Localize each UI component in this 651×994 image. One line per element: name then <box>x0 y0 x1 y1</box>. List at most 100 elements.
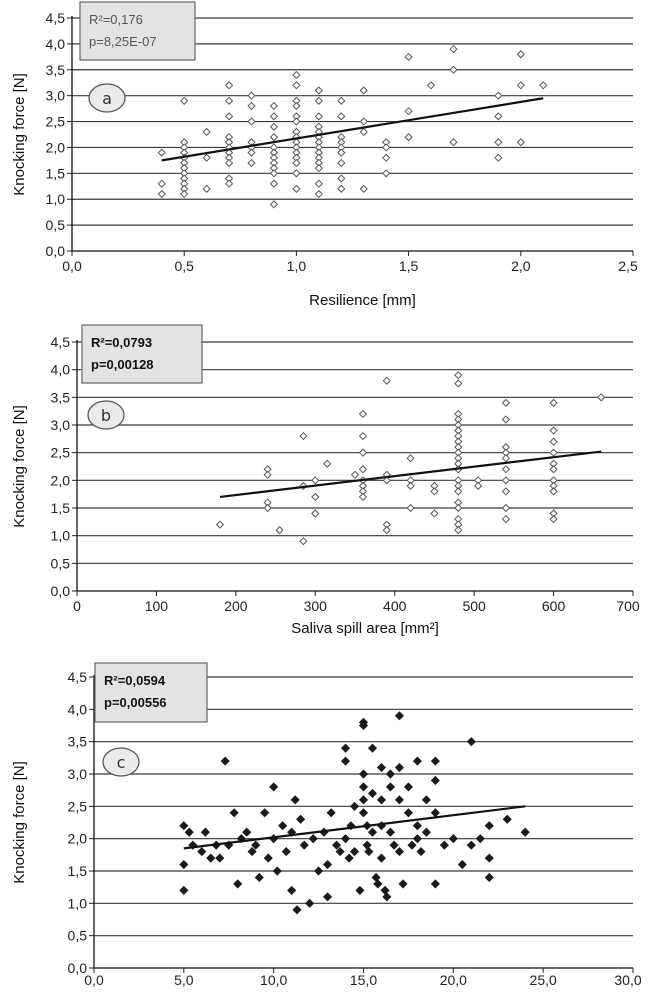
data-point <box>180 189 189 199</box>
data-point <box>549 487 558 496</box>
data-point <box>314 112 323 121</box>
data-point <box>426 81 436 90</box>
y-tick-label: 4,5 <box>68 669 88 685</box>
data-point <box>359 117 368 126</box>
chart-panel-c: 0,0 0,5 1,0 1,5 2,0 2,5 3,0 3,5 4,0 4,5 0,0 5,0 10,0… <box>11 662 642 994</box>
y-tick-label: 2,0 <box>68 831 88 847</box>
data-point <box>394 795 404 805</box>
x-tick-label: 2,5 <box>618 258 638 274</box>
data-point <box>179 859 189 870</box>
data-point <box>180 96 189 105</box>
data-point <box>269 169 279 178</box>
data-point <box>385 827 396 837</box>
y-axis-title: Knocking force [N] <box>11 761 28 884</box>
data-point <box>382 143 391 152</box>
data-point <box>326 808 336 818</box>
data-point <box>359 184 368 193</box>
data-point <box>382 153 391 162</box>
data-point <box>229 808 239 818</box>
data-point <box>394 711 404 721</box>
y-tick-label: 4,0 <box>51 362 71 378</box>
trendline <box>219 450 602 499</box>
data-point <box>494 112 503 121</box>
data-point <box>389 840 399 850</box>
data-point <box>269 112 279 121</box>
stats-box <box>94 662 208 723</box>
trendline <box>161 97 544 162</box>
data-point <box>272 866 282 876</box>
data-point <box>323 859 333 870</box>
chart-panel-b: 0,0 0,5 1,0 1,5 2,0 2,5 3,0 3,5 4,0 4,5 0 100 200 300… <box>11 324 640 637</box>
data-point <box>337 184 346 193</box>
x-tick-label: 600 <box>542 598 566 614</box>
y-tick-label: 0,0 <box>51 583 71 599</box>
data-point <box>269 179 279 188</box>
data-point <box>406 454 415 463</box>
data-point <box>247 847 257 857</box>
data-point <box>382 376 391 385</box>
data-point <box>430 487 439 496</box>
data-point <box>281 847 291 857</box>
data-point <box>200 827 210 837</box>
data-point <box>314 96 323 105</box>
data-point <box>263 470 272 479</box>
data-point <box>263 503 272 513</box>
data-point <box>314 86 323 95</box>
y-axis-title: Knocking force [N] <box>11 405 28 528</box>
data-point <box>260 808 270 818</box>
data-point <box>520 827 530 837</box>
data-point <box>549 465 558 474</box>
data-point <box>202 153 211 162</box>
data-point <box>358 431 368 441</box>
data-point <box>403 782 413 792</box>
data-point <box>448 834 458 844</box>
y-tick-label: 2,5 <box>46 114 66 130</box>
data-point <box>454 503 463 513</box>
data-point <box>197 847 207 857</box>
x-axis-title: Resilience [mm] <box>309 292 416 309</box>
chart-panel-a: 0,0 0,5 1,0 1,5 2,0 2,5 3,0 3,5 4,0 4,5 0,0 0,5 1,0 1… <box>11 1 638 309</box>
x-tick-label: 0,5 <box>174 258 194 274</box>
p-value-label: p=8,25E-07 <box>89 34 157 49</box>
panel-label: a <box>88 83 126 113</box>
data-point <box>299 537 308 546</box>
data-point <box>416 847 426 857</box>
x-tick-label: 2,0 <box>511 258 531 274</box>
stats-annotation: R²=0,0793 p=0,00128 <box>81 324 203 384</box>
data-point <box>358 795 369 805</box>
data-point <box>157 179 166 188</box>
data-point <box>373 879 383 889</box>
data-point <box>376 762 387 773</box>
data-point <box>421 827 431 837</box>
y-tick-label: 1,5 <box>68 863 88 879</box>
panel-label: c <box>102 747 140 777</box>
data-point <box>337 158 346 168</box>
data-point <box>220 756 230 766</box>
data-point <box>242 827 252 837</box>
panel-label-circle <box>87 400 125 430</box>
y-tick-label: 1,5 <box>51 500 71 516</box>
x-tick-label: 0,0 <box>62 258 82 274</box>
data-point <box>340 756 351 766</box>
data-point <box>364 847 374 857</box>
y-tick-label: 0,5 <box>46 217 66 233</box>
data-point <box>406 503 415 513</box>
y-tick-label: 4,5 <box>51 334 71 350</box>
data-point <box>430 775 440 786</box>
x-tick-label: 1,0 <box>287 258 307 274</box>
data-point <box>296 814 306 824</box>
data-point <box>457 859 467 870</box>
data-point <box>275 526 284 535</box>
data-point <box>385 769 396 779</box>
data-point <box>340 834 351 844</box>
x-tick-label: 5,0 <box>174 972 194 988</box>
data-point <box>382 169 391 178</box>
y-axis-title: Knocking force [N] <box>11 73 28 196</box>
data-point <box>398 879 408 889</box>
x-tick-label: 0 <box>73 598 81 614</box>
data-point <box>501 503 511 513</box>
data-point <box>358 465 368 474</box>
data-point <box>349 801 360 811</box>
data-point <box>278 821 288 831</box>
x-tick-label: 700 <box>616 598 640 614</box>
